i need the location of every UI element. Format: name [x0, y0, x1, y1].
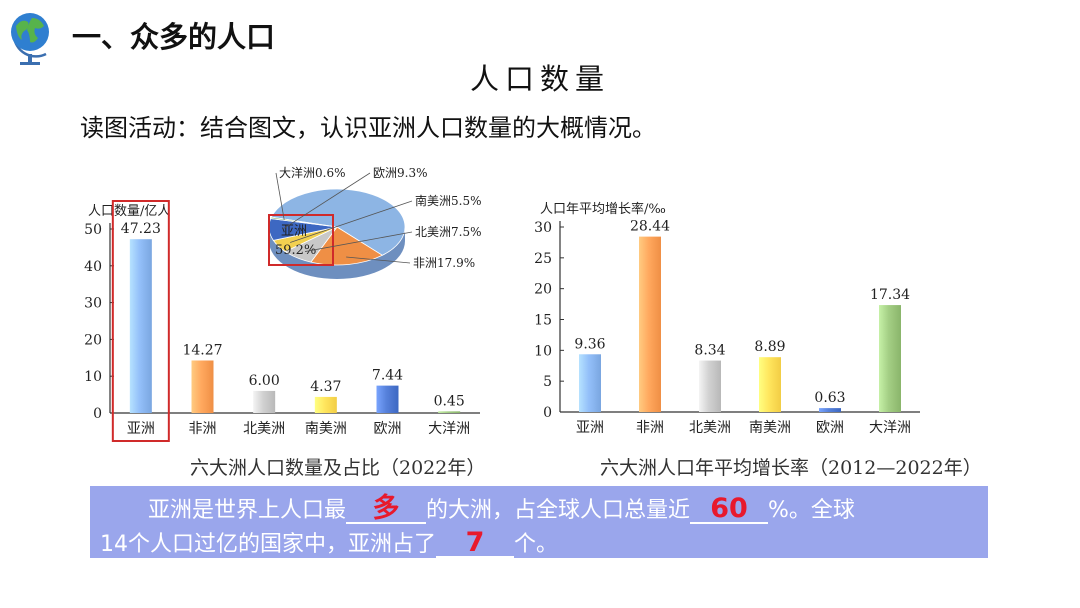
growth-chart-caption: 六大洲人口年平均增长率（2012—2022年）: [600, 457, 982, 479]
population-chart-caption: 六大洲人口数量及占比（2022年）: [190, 457, 486, 479]
highlight-box: [111, 200, 170, 442]
y-tick-label: 50: [84, 222, 102, 238]
bar: [253, 390, 276, 413]
pie-slice-label: 南美洲5.5%: [415, 193, 482, 208]
bar: [879, 305, 901, 412]
y-tick-label: 15: [534, 313, 552, 329]
bar: [376, 385, 399, 413]
bar: [759, 357, 781, 412]
category-label: 北美洲: [689, 420, 731, 436]
pie-slice-label: 59.2%: [275, 243, 316, 258]
pie-slice: [270, 216, 338, 228]
data-label: 9.36: [574, 336, 605, 352]
category-label: 非洲: [189, 421, 217, 437]
data-label: 28.44: [630, 219, 670, 235]
bar: [699, 360, 721, 412]
question-text-part: 个。: [514, 532, 559, 557]
category-label: 大洋洲: [869, 420, 911, 436]
instruction-text: 读图活动：结合图文，认识亚洲人口数量的大概情况。: [80, 114, 656, 142]
data-label: 8.89: [754, 339, 785, 355]
y-tick-label: 40: [84, 259, 102, 275]
leader-line: [290, 200, 413, 243]
globe-icon: [11, 13, 49, 65]
pie-highlight-box: [268, 214, 334, 266]
category-label: 非洲: [636, 420, 664, 436]
y-tick-label: 5: [543, 374, 552, 390]
category-label: 亚洲: [576, 420, 604, 436]
question-text-part: 亚洲是世界上人口最: [148, 498, 347, 523]
answer-blank-percent: 60: [690, 495, 769, 524]
category-label: 欧洲: [816, 420, 844, 436]
y-axis-label: 人口年平均增长率/‰: [540, 201, 666, 217]
population-share-pie-chart: 亚洲 59.2% 非洲17.9% 北美洲7.5% 南美洲5.5% 欧洲9.3% 大洋洲0.6…: [268, 165, 482, 279]
data-label: 0.63: [814, 390, 845, 406]
answer-blank-most: 多: [346, 495, 427, 524]
pie-slice-label: 非洲17.9%: [413, 256, 475, 270]
y-tick-label: 10: [84, 369, 102, 385]
question-text-part: 14个人口过亿的国家中，亚洲占了: [100, 532, 436, 557]
growth-rate-bar-chart: 人口年平均增长率/‰ 0 5 10 15 20 25 30 9.36 亚洲 28.44 非洲 8.34 北…: [534, 201, 920, 436]
data-label: 0.45: [434, 393, 465, 409]
leader-line: [275, 172, 285, 220]
category-label: 北美洲: [243, 421, 285, 437]
leader-line: [282, 172, 371, 230]
leader-line: [304, 231, 413, 252]
question-text-part: 的大洲，占全球人口总量近: [426, 498, 691, 523]
bar: [191, 360, 214, 413]
question-box: 亚洲是世界上人口最多的大洲，占全球人口总量近 60 %。全球 14个人口过亿的国家中…: [90, 486, 988, 558]
pie-slice: [310, 226, 384, 266]
y-tick-label: 25: [534, 251, 552, 267]
y-tick-label: 20: [84, 332, 102, 348]
population-bar-chart: 人口数量/亿人 0 10 20 30 40 50 47.23 亚洲 14.27 非洲 6.00 北美洲 4…: [84, 200, 480, 442]
leader-line: [346, 256, 411, 264]
data-label: 4.37: [310, 379, 341, 395]
category-label: 亚洲: [127, 421, 155, 437]
pie-slice-label: 欧洲9.3%: [373, 166, 428, 180]
pie-slice: [270, 188, 406, 256]
page-title: 人口数量: [469, 62, 610, 96]
data-label: 14.27: [182, 342, 222, 358]
y-tick-label: 0: [543, 405, 552, 421]
data-label: 8.34: [694, 343, 725, 359]
bar: [314, 396, 337, 413]
bar: [639, 236, 661, 412]
y-tick-label: 0: [93, 406, 102, 422]
bar: [579, 354, 601, 412]
y-axis-label: 人口数量/亿人: [88, 204, 170, 219]
answer-blank-count: 7: [436, 529, 514, 558]
data-label: 17.34: [870, 287, 910, 303]
y-tick-label: 30: [534, 220, 552, 236]
data-label: 6.00: [249, 373, 280, 389]
bar: [438, 411, 461, 413]
pie-slice-label: 亚洲: [281, 224, 307, 239]
category-label: 南美洲: [305, 421, 347, 437]
section-title: 一、众多的人口: [72, 20, 276, 54]
category-label: 大洋洲: [428, 421, 470, 437]
category-label: 南美洲: [749, 420, 791, 436]
pie-slice-label: 大洋洲0.6%: [279, 165, 346, 180]
pie-slice-label: 北美洲7.5%: [415, 225, 482, 239]
y-tick-label: 20: [534, 282, 552, 298]
bar: [129, 239, 152, 413]
bar: [819, 408, 841, 412]
category-label: 欧洲: [374, 421, 402, 437]
y-tick-label: 30: [84, 296, 102, 312]
y-tick-label: 10: [534, 343, 552, 359]
data-label: 7.44: [372, 368, 403, 384]
data-label: 47.23: [121, 221, 161, 237]
question-text-part: %。全球: [768, 498, 855, 523]
